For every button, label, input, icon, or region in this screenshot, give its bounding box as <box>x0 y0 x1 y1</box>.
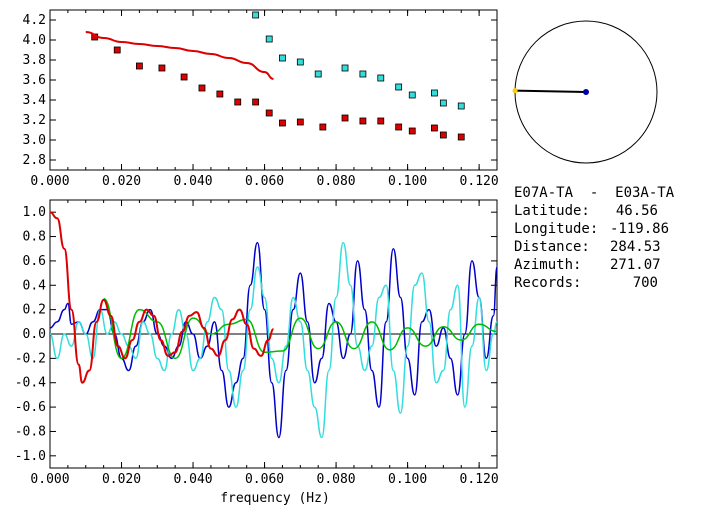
velocity-xtick-label: 0.040 <box>173 174 212 189</box>
velocity-series-0-point <box>158 64 166 72</box>
correlation-xtick-label: 0.000 <box>30 472 69 487</box>
velocity-series-0-point <box>279 119 286 127</box>
velocity-series-0-point <box>252 98 260 106</box>
velocity-ytick-label: 2.8 <box>23 153 46 168</box>
latitude-row: Latitude: 46.56 <box>514 203 658 219</box>
velocity-xtick-label: 0.000 <box>30 174 69 189</box>
velocity-series-0-point <box>359 117 367 125</box>
correlation-xtick-label: 0.020 <box>102 472 141 487</box>
velocity-series-1-point <box>408 91 416 99</box>
velocity-series-0-point <box>439 131 447 139</box>
correlation-series-3-line <box>50 211 274 384</box>
correlation-plot-area <box>50 211 497 439</box>
velocity-xtick-label: 0.080 <box>317 174 356 189</box>
velocity-series-1-point <box>359 70 367 78</box>
correlation-ytick-label: 0.4 <box>23 278 47 293</box>
x-axis-label: frequency (Hz) <box>220 491 330 506</box>
velocity-series-0-point <box>135 62 143 70</box>
velocity-series-1-point <box>341 64 349 72</box>
correlation-series-0-line <box>50 241 497 439</box>
velocity-series-0-point <box>265 109 273 117</box>
correlation-xtick-label: 0.100 <box>388 472 427 487</box>
correlation-ytick-label: 0.6 <box>23 254 46 269</box>
station-pair: E07A-TA - E03A-TA <box>514 185 675 201</box>
velocity-series-0-point <box>296 118 304 126</box>
velocity-series-1-point <box>314 70 322 78</box>
velocity-series-1-point <box>296 58 304 66</box>
velocity-series-0-point <box>180 73 188 81</box>
velocity-series-1-point <box>431 89 438 97</box>
velocity-series-0-point <box>395 123 403 131</box>
velocity-ytick-label: 3.8 <box>23 53 46 68</box>
velocity-series-0-point <box>198 84 206 92</box>
correlation-xtick-label: 0.120 <box>460 472 499 487</box>
correlation-ytick-label: 0.8 <box>23 230 46 245</box>
velocity-plot-area <box>85 11 465 141</box>
velocity-series-1-point <box>279 54 286 62</box>
velocity-series-1-point <box>377 74 385 82</box>
correlation-series-2-line <box>102 297 497 360</box>
velocity-series-0-point <box>457 133 465 141</box>
velocity-series-1-point <box>265 35 273 43</box>
correlation-chart: 0.000 0.020 0.040 0.060 0.080 0.100 0.120 -1.0 -… <box>15 199 499 487</box>
distance-row: Distance: 284.53 <box>514 239 661 255</box>
velocity-ytick-label: 3.0 <box>23 133 46 148</box>
records-row: Records: 700 <box>514 275 658 291</box>
correlation-ytick-label: -0.2 <box>15 351 46 366</box>
correlation-xtick-label: 0.080 <box>317 472 356 487</box>
velocity-xtick-label: 0.100 <box>388 174 427 189</box>
correlation-xtick-label: 0.060 <box>245 472 284 487</box>
velocity-series-1-point <box>439 99 447 107</box>
velocity-series-0-point <box>408 127 416 135</box>
correlation-ytick-label: -0.6 <box>15 400 46 415</box>
azimuth-plot <box>512 20 658 164</box>
velocity-series-0-point <box>377 117 385 125</box>
velocity-series-0-point <box>234 98 242 106</box>
velocity-xtick-label: 0.060 <box>245 174 284 189</box>
velocity-series-1-point <box>457 102 465 110</box>
azimuth-line <box>514 89 587 93</box>
longitude-row: Longitude: -119.86 <box>514 221 670 237</box>
velocity-series-0-point <box>341 114 349 122</box>
velocity-xtick-label: 0.120 <box>460 174 499 189</box>
velocity-ytick-label: 4.2 <box>23 13 46 28</box>
velocity-ytick-label: 3.6 <box>23 73 46 88</box>
correlation-ytick-label: -1.0 <box>15 449 46 464</box>
azimuth-edge-dot <box>512 88 518 94</box>
azimuth-center-dot <box>583 89 589 95</box>
velocity-series-0-point <box>113 46 121 54</box>
velocity-series-0-point <box>216 90 224 98</box>
velocity-ytick-label: 3.4 <box>23 93 47 108</box>
velocity-ytick-label: 3.2 <box>23 113 46 128</box>
velocity-chart: 0.000 0.020 0.040 0.060 0.080 0.100 0.120 2.8 3.… <box>23 9 499 189</box>
velocity-series-1-point <box>252 11 260 19</box>
velocity-series-0-point <box>431 124 438 132</box>
azimuth-row: Azimuth: 271.07 <box>514 257 661 273</box>
correlation-ytick-label: 1.0 <box>23 205 46 220</box>
velocity-series-2-line <box>85 31 274 80</box>
correlation-ytick-label: -0.4 <box>15 376 46 391</box>
velocity-frame <box>49 9 498 171</box>
velocity-xtick-label: 0.020 <box>102 174 141 189</box>
velocity-ytick-label: 4.0 <box>23 33 46 48</box>
velocity-series-1-point <box>395 83 403 91</box>
correlation-ytick-label: -0.8 <box>15 424 46 439</box>
velocity-series-0-point <box>319 123 327 131</box>
correlation-ytick-label: 0.2 <box>23 303 46 318</box>
correlation-ytick-label: 0.0 <box>23 327 46 342</box>
correlation-xtick-label: 0.040 <box>173 472 212 487</box>
